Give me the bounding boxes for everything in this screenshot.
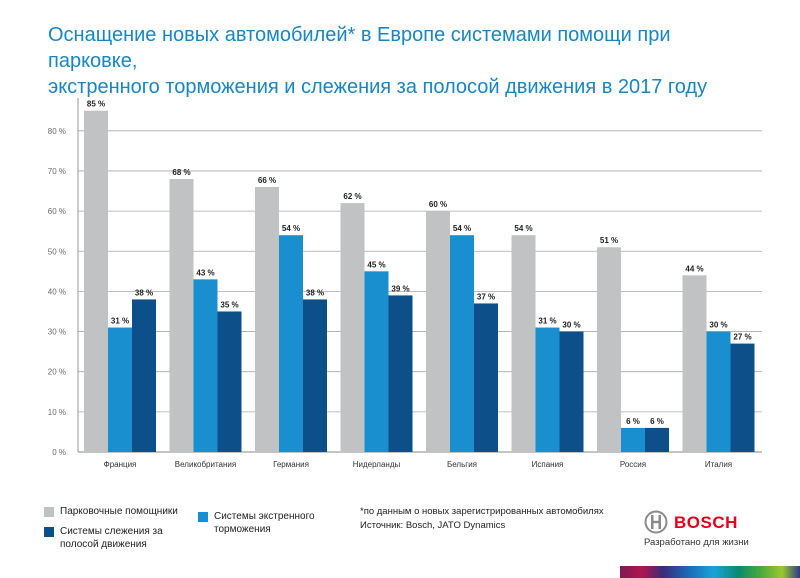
legend-label-lane-line-1: Системы слежения за (60, 526, 163, 537)
bar-8-1 (682, 275, 707, 452)
bar-3-1 (255, 187, 279, 452)
bar-8-3 (730, 343, 755, 452)
data-label: 38 % (306, 288, 324, 297)
bar-4-1 (340, 203, 365, 452)
bar-6-2 (535, 327, 560, 452)
data-label: 51 % (600, 236, 618, 245)
x-category-label: Великобритания (175, 460, 236, 469)
bar-4-2 (364, 271, 389, 452)
data-label: 44 % (685, 264, 703, 273)
legend-label-braking-line-2: торможения (214, 524, 271, 535)
y-tick-label: 10 % (48, 408, 66, 417)
bar-5-1 (426, 211, 450, 452)
data-label: 30 % (709, 321, 727, 330)
bar-7-2 (621, 427, 645, 452)
brand-slogan: Разработано для жизни (644, 537, 749, 548)
data-label: 85 % (87, 100, 105, 109)
bar-3-3 (303, 299, 327, 452)
bar-1-1 (84, 110, 108, 452)
data-label: 43 % (196, 268, 214, 277)
bar-7-3 (645, 427, 669, 452)
data-label: 38 % (135, 288, 153, 297)
data-label: 30 % (562, 321, 580, 330)
bar-8-2 (706, 331, 731, 452)
brand-color-stripe (620, 566, 800, 578)
y-tick-label: 30 % (48, 328, 66, 337)
bar-2-3 (217, 311, 242, 452)
legend-swatch-lane (44, 527, 54, 537)
data-label: 45 % (367, 260, 385, 269)
x-category-label: Нидерланды (353, 460, 401, 469)
x-category-label: Италия (705, 460, 732, 469)
bar-6-3 (559, 331, 584, 452)
footnote-data-note: *по данным о новых зарегистрированных ав… (360, 506, 604, 517)
y-tick-label: 0 % (52, 448, 66, 457)
footnote: *по данным о новых зарегистрированных ав… (360, 505, 604, 533)
data-label: 66 % (258, 176, 276, 185)
bar-3-2 (279, 235, 303, 452)
y-tick-label: 20 % (48, 368, 66, 377)
bar-2-1 (169, 178, 194, 453)
bars (84, 110, 755, 453)
bar-6-1 (511, 235, 536, 452)
data-labels: 85 % 31 % 38 % 68 % 43 % 35 % 66 % 54 % 38 % 62 %… (87, 100, 752, 426)
data-label: 6 % (650, 417, 664, 426)
chart-title-line-2: экстренного торможения и слежения за пол… (48, 76, 708, 98)
data-label: 54 % (514, 224, 532, 233)
chart-title-line-1: Оснащение новых автомобилей* в Европе си… (48, 24, 671, 72)
data-label: 31 % (538, 317, 556, 326)
data-label: 27 % (733, 333, 751, 342)
bar-4-3 (388, 295, 413, 452)
y-tick-label: 60 % (48, 207, 66, 216)
y-tick-label: 80 % (48, 127, 66, 136)
x-category-label: Россия (620, 460, 646, 469)
y-tick-label: 40 % (48, 287, 66, 296)
data-label: 37 % (477, 292, 495, 301)
x-category-label: Франция (104, 460, 137, 469)
bar-5-3 (474, 303, 498, 452)
data-label: 6 % (626, 417, 640, 426)
bar-5-2 (450, 235, 474, 452)
x-category-label: Испания (532, 460, 564, 469)
chart-title: Оснащение новых автомобилей* в Европе си… (48, 22, 748, 100)
legend-item-lane: Системы слежения за полосой движения (44, 525, 244, 555)
bar-2-2 (193, 279, 218, 452)
bosch-armature-icon (644, 510, 668, 534)
legend-item-braking: Системы экстренного торможения (198, 510, 348, 540)
brand-name: BOSCH (674, 513, 738, 532)
y-tick-label: 70 % (48, 167, 66, 176)
bar-1-3 (132, 299, 156, 452)
axis-labels: 0 % 10 % 20 % 30 % 40 % 50 % 60 % 70 % 80 % Франц… (48, 127, 732, 469)
data-label: 31 % (111, 317, 129, 326)
y-tick-label: 50 % (48, 247, 66, 256)
footnote-source: Источник: Bosch, JATO Dynamics (360, 520, 506, 531)
data-label: 62 % (343, 192, 361, 201)
legend-label-lane-line-2: полосой движения (60, 539, 147, 550)
x-category-label: Германия (273, 460, 309, 469)
legend-item-parking: Парковочные помощники (44, 505, 244, 519)
data-label: 60 % (429, 200, 447, 209)
legend-swatch-braking (198, 512, 208, 522)
data-label: 39 % (391, 284, 409, 293)
bar-1-2 (108, 327, 132, 452)
x-category-label: Бельгия (447, 460, 477, 469)
legend-label-parking: Парковочные помощники (60, 506, 178, 517)
data-label: 35 % (220, 300, 238, 309)
legend-swatch-parking (44, 507, 54, 517)
bar-7-1 (597, 247, 621, 452)
data-label: 68 % (172, 168, 190, 177)
data-label: 54 % (282, 224, 300, 233)
data-label: 54 % (453, 224, 471, 233)
legend-label-braking-line-1: Системы экстренного (214, 511, 315, 522)
bar-chart: 85 % 31 % 38 % 68 % 43 % 35 % 66 % 54 % 38 % 62 %… (48, 98, 762, 469)
